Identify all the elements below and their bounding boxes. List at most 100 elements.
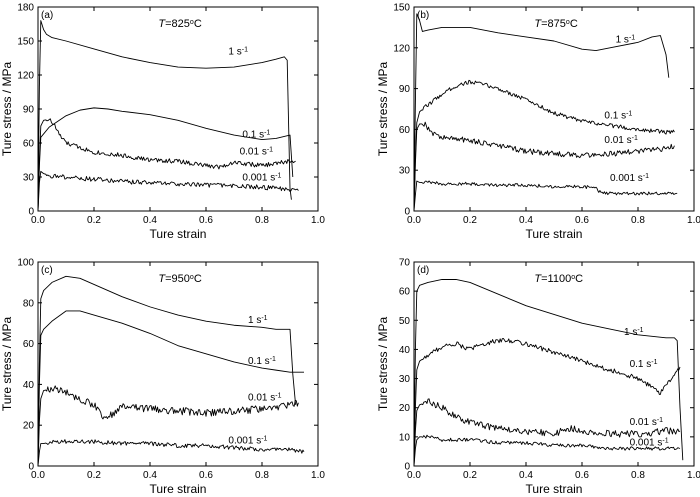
y-tick-label: 0	[404, 462, 410, 473]
series-label: 0.1 s-1	[248, 356, 276, 368]
x-tick-label: 0.6	[575, 470, 589, 481]
temperature-label: T=1100oC	[534, 273, 583, 285]
y-axis-label: Ture stress / MPa	[0, 62, 14, 157]
x-tick-label: 1.0	[687, 470, 700, 481]
x-tick-label: 0.8	[255, 470, 269, 481]
y-tick-label: 90	[399, 84, 411, 95]
series-label: 0.01 s-1	[604, 135, 638, 147]
x-axis-label: Ture strain	[150, 227, 207, 241]
x-tick-label: 0.0	[31, 470, 45, 481]
x-tick-label: 0.2	[463, 215, 477, 226]
series-line	[413, 180, 678, 212]
x-tick-label: 0.6	[575, 215, 589, 226]
y-tick-label: 30	[399, 374, 411, 385]
series-label: 0.1 s-1	[604, 110, 632, 122]
y-tick-label: 60	[399, 287, 411, 298]
y-tick-label: 20	[23, 421, 35, 432]
panel-label: (d)	[417, 265, 429, 276]
plot-frame	[37, 6, 319, 212]
x-axis-label: Ture strain	[526, 482, 583, 496]
y-tick-label: 150	[393, 3, 410, 14]
x-tick-label: 0.0	[407, 215, 421, 226]
series-line	[413, 398, 681, 467]
series-line	[413, 79, 675, 212]
y-tick-label: 40	[399, 345, 411, 356]
series-label: 0.1 s-1	[630, 358, 658, 370]
y-tick-label: 120	[393, 43, 410, 54]
x-tick-label: 0.6	[199, 215, 213, 226]
x-tick-label: 1.0	[687, 215, 700, 226]
x-tick-label: 0.0	[31, 215, 45, 226]
y-tick-label: 10	[399, 432, 411, 443]
x-axis-label: Ture strain	[150, 482, 207, 496]
y-tick-label: 60	[23, 139, 35, 150]
series-line	[413, 434, 681, 467]
y-tick-label: 30	[23, 173, 35, 184]
series-label: 0.001 s-1	[630, 437, 669, 449]
y-tick-label: 60	[399, 125, 411, 136]
panel-1: 0.0 0.2 0.4 0.6 0.8 1.0 0 30 60 90 120 150 180 Ture s…	[0, 3, 325, 242]
series-line	[413, 279, 684, 467]
x-tick-label: 0.2	[87, 215, 101, 226]
series-line	[37, 118, 296, 212]
series-line	[37, 439, 305, 467]
y-tick-label: 80	[23, 298, 35, 309]
panel-4: 0.0 0.2 0.4 0.6 0.8 1.0 0 10 20 30 40 50 60 70 Ture st…	[376, 258, 700, 497]
x-axis-label: Ture strain	[526, 227, 583, 241]
y-tick-label: 0	[28, 462, 34, 473]
series-line	[413, 13, 670, 212]
y-axis-label: Ture stress / MPa	[376, 62, 390, 157]
y-tick-label: 70	[399, 258, 411, 269]
plot-frame	[413, 6, 695, 212]
plot-frame	[37, 261, 319, 467]
x-tick-label: 0.0	[407, 470, 421, 481]
series-label: 0.01 s-1	[240, 146, 274, 158]
x-tick-label: 0.6	[199, 470, 213, 481]
y-tick-label: 60	[23, 339, 35, 350]
temperature-label: T=825oC	[158, 18, 201, 30]
y-tick-label: 100	[17, 258, 34, 269]
y-tick-label: 40	[23, 380, 35, 391]
series-label: 0.001 s-1	[228, 435, 267, 447]
series-line	[37, 310, 304, 467]
y-tick-label: 90	[23, 105, 35, 116]
x-tick-label: 0.8	[255, 215, 269, 226]
y-axis-label: Ture stress / MPa	[376, 317, 390, 412]
series-label: 1 s-1	[228, 46, 248, 58]
panel-3: 0.0 0.2 0.4 0.6 0.8 1.0 0 20 40 60 80 100 Ture strai…	[0, 258, 325, 497]
series-line	[37, 275, 297, 467]
series-label: 1 s-1	[624, 326, 644, 338]
y-tick-label: 180	[17, 3, 34, 14]
panel-2: 0.0 0.2 0.4 0.6 0.8 1.0 0 30 60 90 120 150 Ture stra…	[376, 3, 700, 242]
temperature-label: T=875oC	[534, 18, 577, 30]
y-tick-label: 0	[404, 207, 410, 218]
series-label: 0.001 s-1	[242, 172, 281, 184]
x-tick-label: 0.2	[87, 470, 101, 481]
series-label: 0.001 s-1	[610, 173, 649, 185]
y-tick-label: 120	[17, 71, 34, 82]
y-axis-label: Ture stress / MPa	[0, 317, 14, 412]
y-tick-label: 30	[399, 166, 411, 177]
series-label: 1 s-1	[248, 315, 268, 327]
series-label: 0.01 s-1	[248, 392, 282, 404]
plot-frame	[413, 261, 695, 467]
series-line	[37, 20, 292, 212]
x-tick-label: 0.4	[519, 470, 533, 481]
y-tick-label: 150	[17, 37, 34, 48]
temperature-label: T=950oC	[158, 273, 201, 285]
series-line	[37, 107, 294, 212]
series-line	[413, 121, 675, 212]
series-line	[37, 385, 299, 467]
x-tick-label: 1.0	[311, 215, 325, 226]
series-label: 1 s-1	[616, 34, 636, 46]
x-tick-label: 0.2	[463, 470, 477, 481]
x-tick-label: 0.4	[143, 215, 157, 226]
x-tick-label: 0.8	[631, 470, 645, 481]
x-tick-label: 0.4	[143, 470, 157, 481]
panel-label: (a)	[41, 10, 53, 21]
y-tick-label: 50	[399, 316, 411, 327]
y-tick-label: 20	[399, 403, 411, 414]
panel-label: (b)	[417, 10, 429, 21]
y-tick-label: 0	[28, 207, 34, 218]
